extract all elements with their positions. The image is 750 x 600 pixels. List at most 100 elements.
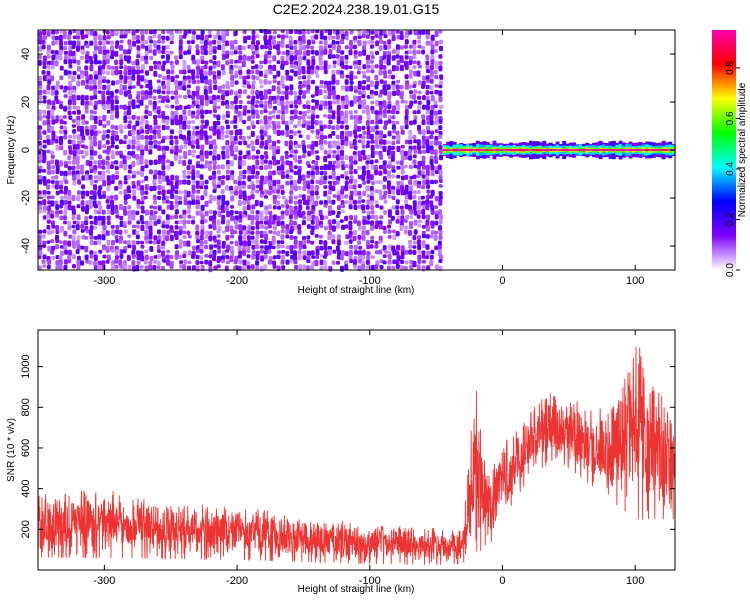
heatmap-cell [399,85,404,90]
heatmap-cell [409,120,413,126]
heatmap-cell [323,264,328,270]
heatmap-cell [76,109,81,115]
y-tick-label: 200 [20,520,32,538]
heatmap-cell [140,149,145,156]
heatmap-cell [665,149,669,151]
heatmap-cell [229,160,234,167]
heatmap-cell [88,100,93,106]
heatmap-cell [157,34,162,40]
heatmap-cell [430,189,435,197]
heatmap-cell [187,250,192,256]
heatmap-cell [403,100,408,104]
heatmap-cell [225,144,230,151]
heatmap-cell [378,45,383,51]
heatmap-cell [135,230,140,235]
heatmap-cell [165,125,170,130]
heatmap-cell [328,224,333,231]
heatmap-cell [208,59,213,63]
snr-frame [37,329,676,571]
heatmap-cell [395,29,400,34]
heatmap-cell [328,265,333,272]
heatmap-cell [298,214,303,218]
heatmap-cell [50,239,55,243]
heatmap-cell [548,148,553,151]
heatmap-cell [136,115,141,120]
heatmap-cell [148,140,153,146]
heatmap-cell [234,59,239,64]
heatmap-cell [196,34,201,40]
heatmap-cell [378,104,383,111]
heatmap-cell [105,59,110,64]
heatmap-cell [111,130,116,137]
heatmap-cell [131,161,136,168]
heatmap-cell [383,80,388,86]
heatmap-cell [264,140,269,146]
heatmap-cell [409,264,414,271]
heatmap-cell [658,149,663,151]
heatmap-cell [495,148,500,152]
heatmap-cell [378,189,383,196]
heatmap-cell [178,104,183,110]
heatmap-cell [379,265,384,270]
heatmap-cell [196,94,201,100]
heatmap-cell [190,114,195,119]
heatmap-cell [378,224,383,230]
heatmap-cell [140,224,145,231]
heatmap-cell [157,135,162,139]
heatmap-cell [208,230,213,236]
heatmap-cell [250,60,255,64]
heatmap-cell [298,55,302,61]
heatmap-cell [42,60,47,66]
heatmap-cell [195,249,200,253]
heatmap-cell [238,250,243,255]
heatmap-cell [170,129,174,135]
heatmap-cell [230,100,235,105]
heatmap-cell [409,185,413,192]
heatmap-cell [272,75,277,79]
heatmap-cell [400,99,405,104]
heatmap-cell [370,39,374,44]
heatmap-cell [285,234,290,239]
heatmap-cell [255,75,260,81]
heatmap-cell [284,120,289,126]
heatmap-cell [315,85,319,91]
heatmap-cell [187,265,191,270]
heatmap-cell [144,175,149,181]
heatmap-cell [251,84,256,90]
heatmap-cell [335,134,340,140]
heatmap-cell [404,204,409,210]
heatmap-cell [170,69,175,75]
heatmap-cell [89,225,94,231]
heatmap-cell [426,214,431,221]
heatmap-cell [276,189,280,194]
heatmap-cell [378,119,383,124]
heatmap-cell [386,84,391,90]
heatmap-cell [382,70,387,75]
heatmap-cell [276,159,281,165]
heatmap-cell [395,209,400,216]
heatmap-cell [366,75,371,83]
heatmap-cell [336,94,341,100]
heatmap-cell [391,124,396,130]
heatmap-cell [387,50,392,55]
heatmap-cell [144,254,149,260]
heatmap-cell [250,70,255,75]
heatmap-cell [366,135,371,140]
heatmap-cell [238,259,243,265]
heatmap-cell [115,229,119,234]
heatmap-cell [289,219,294,226]
heatmap-cell [110,55,114,60]
heatmap-cell [319,50,324,57]
heatmap-cell [655,149,659,151]
heatmap-cell [297,254,302,261]
heatmap-cell [438,184,443,188]
heatmap-cell [208,266,213,273]
heatmap-cell [148,234,153,240]
heatmap-cell [212,249,217,256]
heatmap-cell [59,160,63,167]
heatmap-cell [182,219,187,225]
heatmap-cell [50,214,55,219]
heatmap-cell [289,235,294,240]
heatmap-cell [259,104,264,108]
heatmap-cell [46,70,51,77]
